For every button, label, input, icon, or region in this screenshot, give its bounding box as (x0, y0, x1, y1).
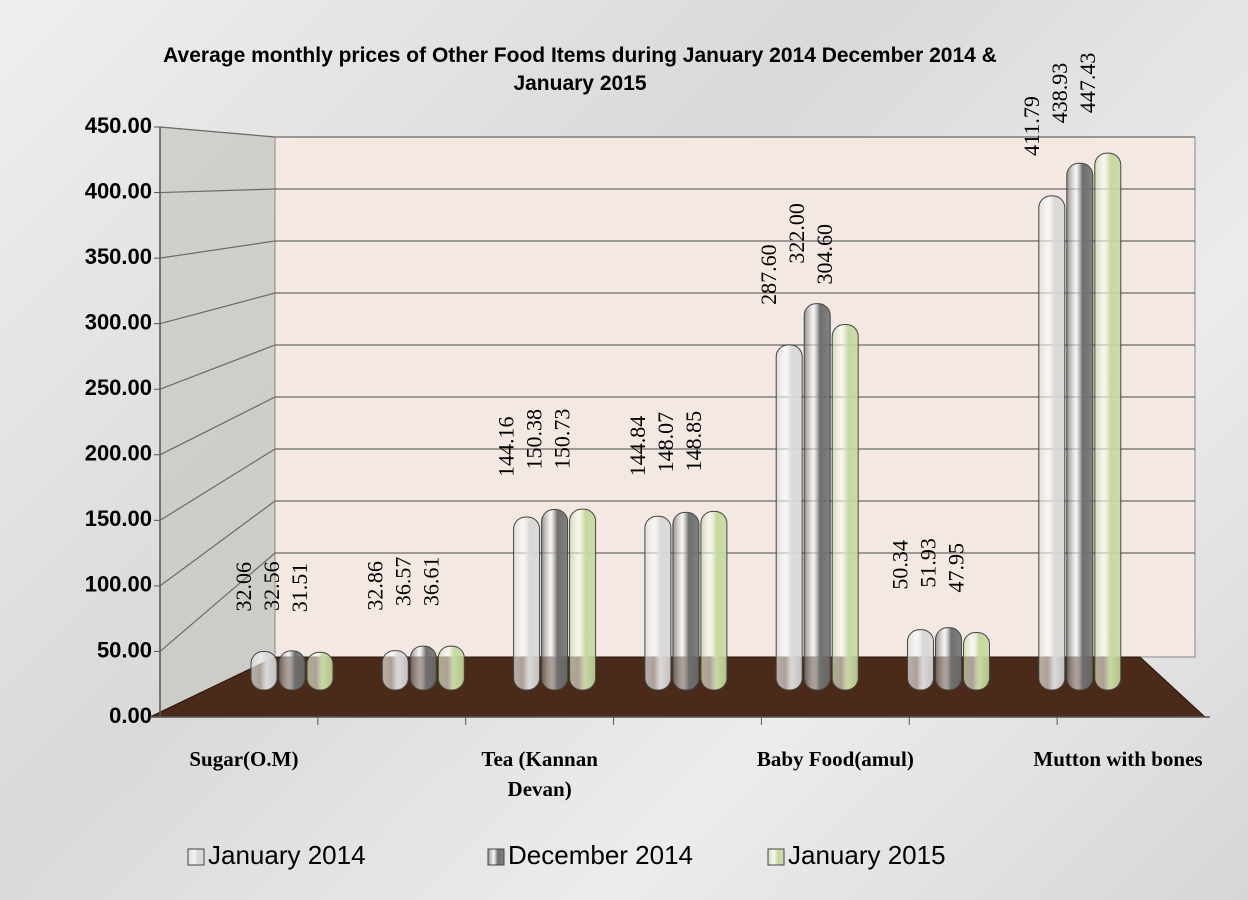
bar (250, 651, 278, 691)
bar (381, 650, 409, 691)
legend-label: January 2015 (788, 840, 946, 870)
bar (831, 323, 859, 691)
value-label: 32.86 (362, 561, 387, 611)
x-tick-label: Tea (Kannan Devan) (481, 747, 598, 801)
bar (569, 508, 597, 691)
legend-label: December 2014 (508, 840, 693, 870)
y-tick-label: 100.00 (85, 572, 152, 597)
value-label: 304.60 (812, 224, 837, 285)
grid-line (159, 396, 1195, 456)
bar (644, 515, 672, 691)
value-label: 144.16 (494, 417, 519, 478)
value-label: 447.43 (1075, 53, 1100, 114)
grid-line (159, 552, 1195, 652)
bar (672, 511, 700, 691)
chart-title: Average monthly prices of Other Food Ite… (163, 44, 997, 95)
bar (963, 631, 990, 691)
bar (437, 645, 465, 691)
bar (541, 509, 569, 691)
value-label: 47.95 (944, 543, 969, 593)
bar (1094, 152, 1122, 691)
y-tick-label: 50.00 (97, 637, 152, 662)
grid-line (159, 126, 1195, 138)
grid-line (159, 500, 1195, 587)
legend-swatch (767, 848, 785, 866)
bar (775, 344, 803, 691)
bar (700, 510, 728, 691)
y-tick-label: 0.00 (109, 703, 152, 728)
value-label: 50.34 (888, 540, 913, 590)
value-label: 51.93 (916, 538, 941, 588)
legend-swatch (487, 848, 505, 866)
x-tick-label: Mutton with bones (1033, 747, 1203, 771)
y-tick-label: 300.00 (85, 309, 152, 334)
bar (935, 627, 962, 691)
bar (409, 645, 437, 691)
y-tick-label: 400.00 (85, 178, 152, 203)
legend-label: January 2014 (208, 840, 366, 870)
value-label: 411.79 (1019, 96, 1044, 156)
bar (907, 629, 934, 691)
value-label: 31.51 (287, 563, 312, 613)
value-label: 32.56 (259, 561, 284, 611)
bar (1038, 195, 1066, 691)
bar (1066, 162, 1094, 691)
value-label: 322.00 (784, 203, 809, 264)
x-tick-label: Baby Food(amul) (756, 747, 914, 771)
bar (278, 650, 306, 691)
value-label: 150.38 (522, 409, 547, 470)
x-tick-label: Sugar(O.M) (189, 747, 299, 771)
legend-swatch (187, 848, 205, 866)
y-tick-label: 450.00 (85, 113, 152, 138)
grid-line (159, 448, 1195, 521)
value-label: 150.73 (550, 409, 575, 470)
value-label: 32.06 (231, 562, 256, 612)
value-label: 148.85 (681, 411, 706, 472)
y-tick-label: 250.00 (85, 375, 152, 400)
y-tick-label: 350.00 (85, 244, 152, 269)
value-label: 144.84 (625, 416, 650, 477)
value-label: 148.07 (653, 412, 678, 473)
y-tick-label: 150.00 (85, 506, 152, 531)
grid-line (159, 188, 1195, 194)
value-label: 36.61 (418, 557, 443, 607)
side-wall (159, 126, 276, 718)
grid-line (159, 292, 1195, 325)
grid-line (159, 344, 1195, 390)
bar (513, 516, 541, 691)
y-tick-label: 200.00 (85, 441, 152, 466)
value-label: 36.57 (390, 557, 415, 607)
grid-line (159, 240, 1195, 259)
bar (306, 651, 334, 691)
value-label: 287.60 (756, 244, 781, 305)
bar (803, 303, 831, 691)
value-label: 438.93 (1047, 63, 1072, 124)
